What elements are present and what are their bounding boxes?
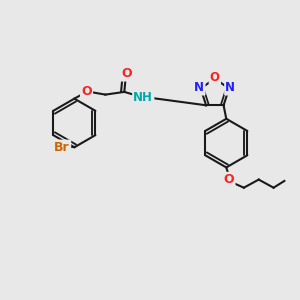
Text: O: O (121, 67, 132, 80)
Text: O: O (81, 85, 92, 98)
Text: O: O (210, 70, 220, 83)
Text: Br: Br (54, 141, 70, 154)
Text: NH: NH (133, 91, 153, 104)
Text: N: N (194, 81, 204, 94)
Text: O: O (224, 173, 234, 186)
Text: N: N (225, 81, 235, 94)
